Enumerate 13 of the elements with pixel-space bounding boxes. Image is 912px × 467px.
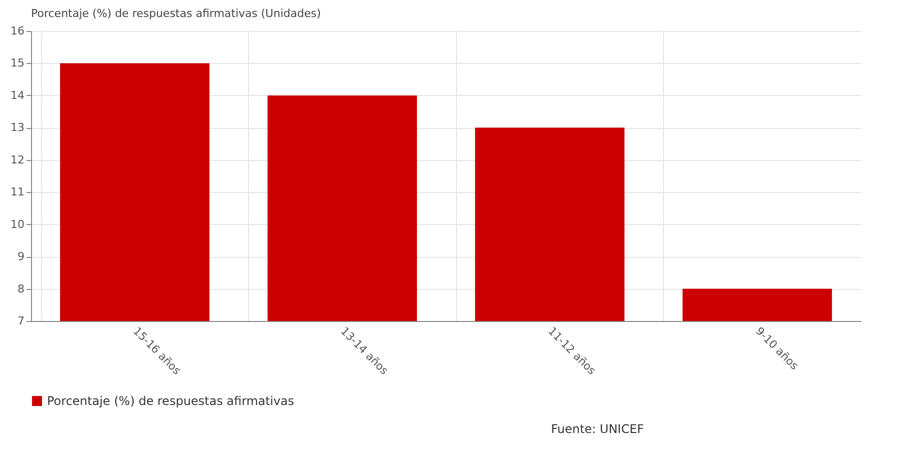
y-tick-label: 14	[10, 88, 24, 102]
y-tick-label: 16	[10, 24, 24, 38]
y-tick-label: 8	[18, 282, 24, 296]
y-tick-label: 12	[10, 153, 24, 166]
y-tick-label: 9	[18, 250, 24, 264]
y-tick-label: 11	[10, 186, 24, 199]
y-axis-title: Porcentaje (%) de respuestas afirmativas (Unidades)	[31, 7, 321, 20]
y-tick-label: 7	[18, 314, 24, 328]
legend-label: Porcentaje (%) de respuestas afirmativas	[47, 394, 294, 408]
source-note: Fuente: UNICEF	[551, 422, 644, 436]
y-tick-label: 15	[10, 56, 24, 70]
y-tick-label: 10	[10, 218, 24, 231]
y-tick-label: 13	[10, 121, 24, 134]
